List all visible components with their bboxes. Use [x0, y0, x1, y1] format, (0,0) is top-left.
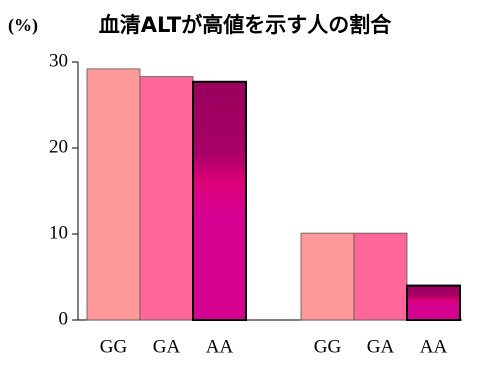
y-tick-label: 10 [49, 222, 68, 243]
x-tick-label: GG [100, 336, 128, 357]
x-tick-label: GA [367, 336, 395, 357]
bar [139, 76, 194, 321]
y-tick-label: 20 [49, 136, 68, 157]
bar [353, 232, 408, 321]
x-tick-label: AA [420, 336, 448, 357]
x-tick-label: GG [314, 336, 342, 357]
x-tick-label: AA [206, 336, 234, 357]
y-tick-label: 30 [49, 50, 68, 71]
y-tick-label: 0 [59, 308, 69, 329]
x-tick-label: GA [153, 336, 181, 357]
bar [192, 80, 247, 321]
bar [86, 68, 141, 321]
chart-title: 血清ALTが高値を示す人の割合 [99, 13, 392, 37]
y-axis-label: (%) [8, 15, 38, 36]
bar [406, 284, 461, 322]
bar [300, 232, 355, 321]
